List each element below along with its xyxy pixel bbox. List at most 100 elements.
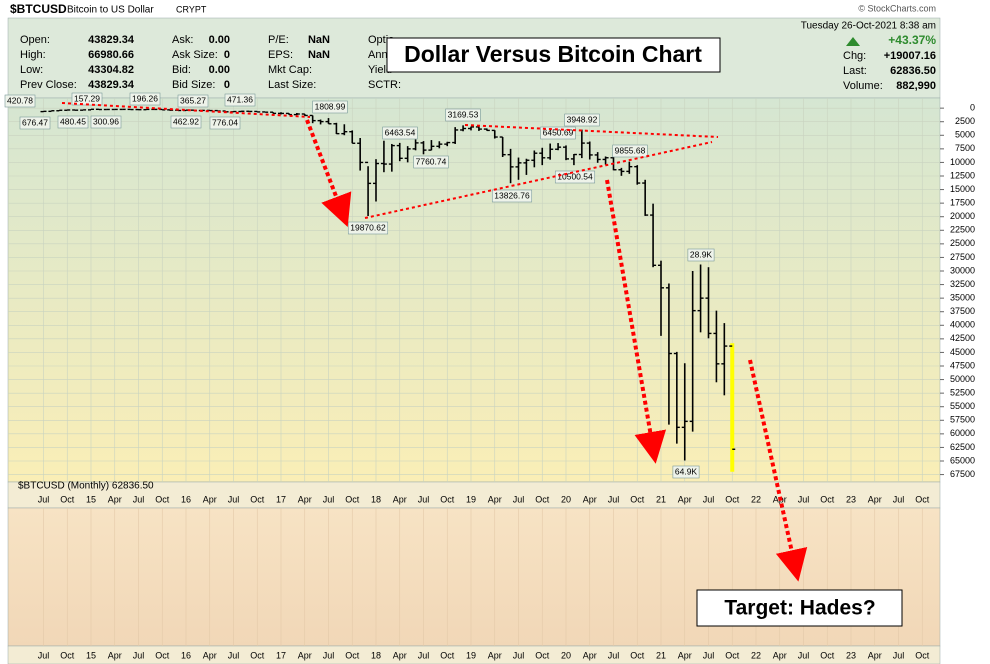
annotations: 420.78 676.47 157.29 480.45 300.96 196.26 462.… <box>4 92 715 479</box>
x-tick-label: Apr <box>678 494 692 504</box>
y-tick-label: 20000 <box>950 211 975 221</box>
x-tick-label: Apr <box>583 650 597 660</box>
y-tick-label: 10000 <box>950 157 975 167</box>
overlay-title: Dollar Versus Bitcoin Chart <box>404 41 702 67</box>
quote-value: 0.00 <box>209 64 230 76</box>
y-tick-label: 67500 <box>950 469 975 479</box>
x-tick-label: Jul <box>323 494 335 504</box>
annotation-box <box>4 94 36 108</box>
x-tick-label: Jul <box>608 494 620 504</box>
y-tick-label: 42500 <box>950 333 975 343</box>
annotation-box <box>90 115 122 129</box>
annotation-box <box>612 144 648 158</box>
x-tick-label: Oct <box>60 494 75 504</box>
annotation: 1808.99 <box>315 101 346 111</box>
annotation: 10500.54 <box>557 171 593 181</box>
arrow <box>605 179 667 464</box>
exchange: CRYPT <box>176 4 207 14</box>
y-tick-label: 7500 <box>955 143 975 153</box>
annotation: 462.92 <box>173 116 199 126</box>
x-tick-label: Jul <box>513 650 525 660</box>
quote-value: 66980.66 <box>88 49 134 61</box>
annotation-box <box>687 248 715 262</box>
x-tick-label: Jul <box>798 494 810 504</box>
arrow <box>305 119 352 227</box>
x-tick-label: Oct <box>820 650 835 660</box>
annotation: 776.04 <box>212 117 238 127</box>
x-tick-label: 19 <box>466 650 476 660</box>
datetime: Tuesday 26-Oct-2021 8:38 am <box>801 21 936 32</box>
x-tick-label: 20 <box>561 650 571 660</box>
annotation: 420.78 <box>7 95 33 105</box>
x-tick-label: Jul <box>418 650 430 660</box>
y-tick-label: 17500 <box>950 198 975 208</box>
annotation: 7760.74 <box>416 156 447 166</box>
x-tick-label: Apr <box>393 650 407 660</box>
annotation-box <box>347 221 389 235</box>
x-tick-label: Jul <box>323 650 335 660</box>
annotation-box <box>177 94 209 108</box>
up-arrow <box>846 37 860 46</box>
symbol-name: Bitcoin to US Dollar <box>67 5 154 16</box>
quote-value: NaN <box>308 49 330 61</box>
x-tick-label: 22 <box>751 650 761 660</box>
y-tick-label: 55000 <box>950 401 975 411</box>
x-tick-label: Jul <box>893 650 905 660</box>
x-tick-label: Jul <box>418 494 430 504</box>
annotation: 13826.76 <box>494 190 530 200</box>
x-tick-label: Apr <box>203 494 217 504</box>
x-tick-label: Oct <box>250 650 265 660</box>
x-tick-label: Oct <box>725 650 740 660</box>
stat-value: +19007.16 <box>884 50 936 62</box>
annotation: 19870.62 <box>350 222 386 232</box>
annotation: 365.27 <box>180 95 206 105</box>
x-tick-label: Apr <box>868 494 882 504</box>
trend-line <box>464 124 719 138</box>
y-tick-label: 25000 <box>950 238 975 248</box>
quote-label: P/E: <box>268 34 289 46</box>
y-tick-label: 45000 <box>950 347 975 357</box>
x-tick-label: Jul <box>38 494 50 504</box>
y-tick-label: 65000 <box>950 455 975 465</box>
x-tick-label: Jul <box>798 650 810 660</box>
y-tick-label: 30000 <box>950 265 975 275</box>
x-tick-label: Apr <box>203 650 217 660</box>
title-box <box>386 37 721 73</box>
x-tick-label: Oct <box>535 494 550 504</box>
x-tick-label: Apr <box>298 494 312 504</box>
annotation-box <box>382 126 418 140</box>
quote-label: Prev Close: <box>20 79 77 91</box>
x-tick-label: Jul <box>133 650 145 660</box>
x-tick-label: Apr <box>583 494 597 504</box>
y-tick-label: 52500 <box>950 388 975 398</box>
quote-value: NaN <box>308 34 330 46</box>
annotation-box <box>312 100 348 114</box>
quote-value: 43304.82 <box>88 64 134 76</box>
x-tick-label: 16 <box>181 494 191 504</box>
x-tick-label: Jul <box>703 494 715 504</box>
x-tick-label: 19 <box>466 494 476 504</box>
x-tick-label: 23 <box>846 650 856 660</box>
trend-drawings <box>61 102 808 582</box>
x-tick-label: Jul <box>228 494 240 504</box>
quote-label: Bid Size: <box>172 79 215 91</box>
quote-label: Ask: <box>172 34 193 46</box>
y-tick-label: 60000 <box>950 428 975 438</box>
x-tick-label: Jul <box>133 494 145 504</box>
x-tick-label: Oct <box>345 494 360 504</box>
y-tick-label: 12500 <box>950 170 975 180</box>
trend-line <box>61 102 311 118</box>
annotation: 3169.53 <box>448 109 479 119</box>
price-panel <box>7 97 941 483</box>
annotation-box <box>413 155 449 169</box>
x-axis-band <box>7 645 941 664</box>
annotation: 676.47 <box>22 117 48 127</box>
x-tick-label: Oct <box>915 650 930 660</box>
annotation: 64.9K <box>675 466 698 476</box>
x-tick-label: 18 <box>371 650 381 660</box>
target-text: Target: Hades? <box>724 597 875 620</box>
stat-value: 62836.50 <box>890 65 936 77</box>
annotation: 196.26 <box>132 93 158 103</box>
